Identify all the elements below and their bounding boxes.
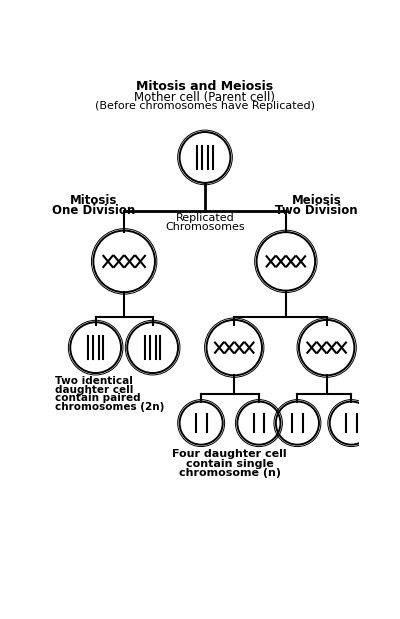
Text: Two identical: Two identical: [55, 376, 133, 386]
Text: chromosome (n): chromosome (n): [179, 468, 281, 478]
Text: Chromosomes: Chromosomes: [165, 222, 245, 232]
Text: Two Division: Two Division: [275, 204, 358, 217]
Text: chromosomes (2n): chromosomes (2n): [55, 402, 164, 412]
Text: contain single: contain single: [186, 459, 274, 469]
Text: Replicated: Replicated: [176, 213, 234, 223]
Text: Mother cell (Parent cell): Mother cell (Parent cell): [134, 91, 276, 104]
Text: Mitosis: Mitosis: [70, 194, 117, 207]
Text: Meiosis: Meiosis: [292, 194, 342, 207]
Text: (Before chromosomes have Replicated): (Before chromosomes have Replicated): [95, 102, 315, 111]
Text: contain paired: contain paired: [55, 393, 140, 403]
Text: daughter cell: daughter cell: [55, 384, 133, 394]
Text: Four daughter cell: Four daughter cell: [172, 449, 287, 459]
Text: Mitosis and Meiosis: Mitosis and Meiosis: [136, 80, 274, 93]
Text: One Division: One Division: [52, 204, 135, 217]
